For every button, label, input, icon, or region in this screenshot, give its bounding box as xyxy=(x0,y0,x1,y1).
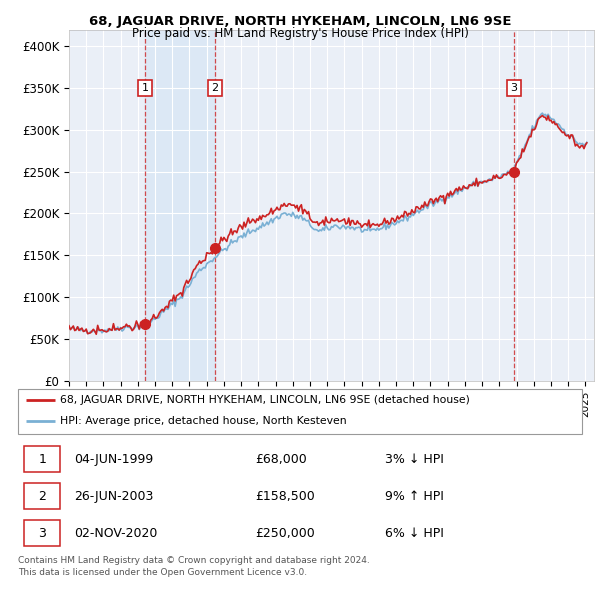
Text: 1: 1 xyxy=(142,83,149,93)
Text: 2: 2 xyxy=(38,490,46,503)
FancyBboxPatch shape xyxy=(23,483,60,510)
Text: 68, JAGUAR DRIVE, NORTH HYKEHAM, LINCOLN, LN6 9SE: 68, JAGUAR DRIVE, NORTH HYKEHAM, LINCOLN… xyxy=(89,15,511,28)
Text: 3% ↓ HPI: 3% ↓ HPI xyxy=(385,453,443,466)
Text: Contains HM Land Registry data © Crown copyright and database right 2024.: Contains HM Land Registry data © Crown c… xyxy=(18,556,370,565)
Text: 1: 1 xyxy=(38,453,46,466)
Text: £68,000: £68,000 xyxy=(255,453,307,466)
Text: 02-NOV-2020: 02-NOV-2020 xyxy=(74,526,158,539)
Text: Price paid vs. HM Land Registry's House Price Index (HPI): Price paid vs. HM Land Registry's House … xyxy=(131,27,469,40)
Text: 6% ↓ HPI: 6% ↓ HPI xyxy=(385,526,443,539)
Text: 3: 3 xyxy=(38,526,46,539)
FancyBboxPatch shape xyxy=(23,445,60,473)
Text: HPI: Average price, detached house, North Kesteven: HPI: Average price, detached house, Nort… xyxy=(60,417,347,426)
Bar xyxy=(145,30,215,381)
FancyBboxPatch shape xyxy=(18,389,582,434)
Text: 68, JAGUAR DRIVE, NORTH HYKEHAM, LINCOLN, LN6 9SE (detached house): 68, JAGUAR DRIVE, NORTH HYKEHAM, LINCOLN… xyxy=(60,395,470,405)
Text: 26-JUN-2003: 26-JUN-2003 xyxy=(74,490,154,503)
Text: 04-JUN-1999: 04-JUN-1999 xyxy=(74,453,154,466)
FancyBboxPatch shape xyxy=(23,520,60,546)
Text: 2: 2 xyxy=(212,83,219,93)
Text: £250,000: £250,000 xyxy=(255,526,314,539)
Text: £158,500: £158,500 xyxy=(255,490,314,503)
Text: 3: 3 xyxy=(510,83,517,93)
Text: 9% ↑ HPI: 9% ↑ HPI xyxy=(385,490,443,503)
Text: This data is licensed under the Open Government Licence v3.0.: This data is licensed under the Open Gov… xyxy=(18,568,307,576)
